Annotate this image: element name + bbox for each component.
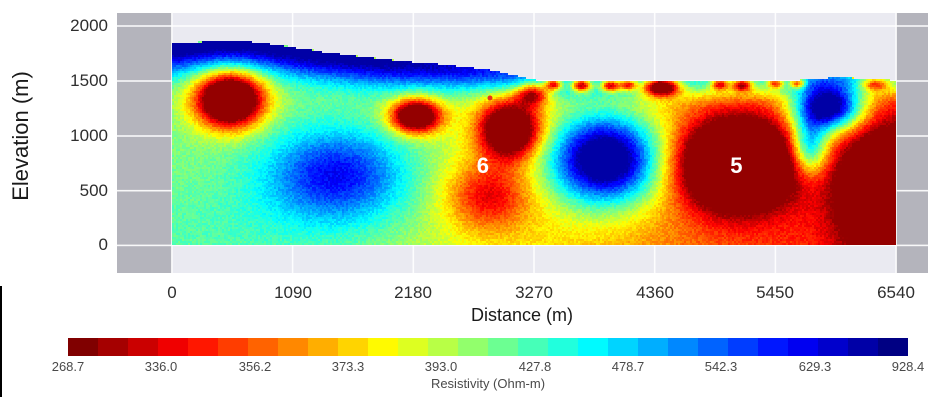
colorbar-tick-label: 542.3 <box>704 359 738 374</box>
colorbar-tick-label: 268.7 <box>51 359 85 374</box>
colorbar-tick-label: 373.3 <box>331 359 365 374</box>
y-tick-label: 500 <box>79 181 108 200</box>
x-tick-label: 1090 <box>274 283 312 302</box>
y-tick-label: 1000 <box>70 126 108 145</box>
left-edge-line <box>0 286 2 397</box>
x-tick-label: 3270 <box>515 283 553 302</box>
y-tick-label: 1500 <box>70 71 108 90</box>
colorbar-tick-label: 336.0 <box>144 359 178 374</box>
anomaly-label-5: 5 <box>730 153 743 179</box>
x-tick-label: 6540 <box>877 283 915 302</box>
x-axis-title: Distance (m) <box>470 305 573 325</box>
colorbar-tick-label: 629.3 <box>798 359 832 374</box>
red-marker-dot <box>487 95 493 101</box>
colorbar-canvas <box>68 338 908 356</box>
colorbar-title: Resistivity (Ohm-m) <box>430 376 546 391</box>
colorbar-tick-label: 478.7 <box>611 359 645 374</box>
colorbar-tick-label: 356.2 <box>238 359 272 374</box>
x-tick-label: 0 <box>167 283 177 302</box>
x-tick-label: 2180 <box>394 283 432 302</box>
colorbar-tick-label: 393.0 <box>424 359 458 374</box>
x-tick-label: 4360 <box>636 283 674 302</box>
y-tick-label: 2000 <box>70 16 108 35</box>
resistivity-heatmap-canvas <box>117 13 928 273</box>
anomaly-label-6: 6 <box>476 153 489 179</box>
y-tick-label: 0 <box>98 235 108 254</box>
y-axis-title: Elevation (m) <box>8 71 33 201</box>
colorbar-tick-label: 427.8 <box>518 359 552 374</box>
colorbar-tick-label: 928.4 <box>891 359 925 374</box>
x-tick-label: 5450 <box>756 283 794 302</box>
